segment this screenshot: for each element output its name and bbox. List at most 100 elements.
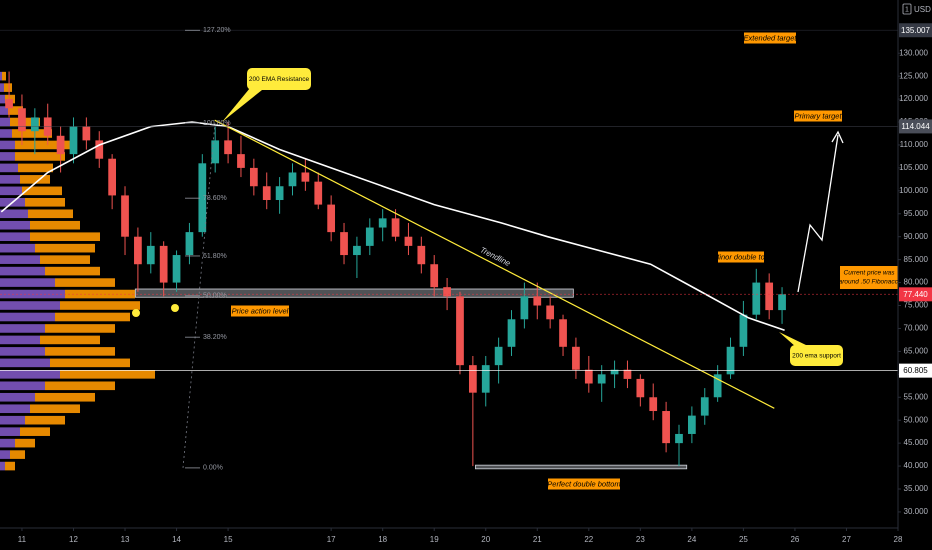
profile-bar	[0, 324, 45, 333]
note-text: Primary target	[794, 111, 842, 120]
y-tick-label: 75.000	[904, 301, 929, 310]
candle-body	[237, 154, 245, 168]
candle-body	[572, 346, 580, 370]
profile-bar	[0, 381, 45, 391]
profile-bar	[4, 83, 12, 92]
candle-body	[301, 172, 310, 182]
y-tick-label: 55.000	[904, 392, 929, 401]
profile-bar	[25, 415, 65, 425]
candles	[5, 71, 786, 467]
note-box	[840, 266, 898, 289]
candle-body	[378, 218, 387, 228]
candle-body	[662, 411, 670, 444]
x-tick-label: 11	[18, 535, 27, 544]
candle-body	[443, 287, 451, 297]
x-tick-label: 21	[533, 535, 542, 544]
y-tick-label: 120.000	[899, 94, 928, 103]
price-tag-label: 60.805	[903, 366, 928, 375]
x-tick-label: 22	[584, 535, 593, 544]
profile-bar	[8, 106, 23, 115]
x-tick-label: 27	[842, 535, 851, 544]
profile-bar	[12, 129, 52, 138]
candle-body	[56, 135, 65, 155]
x-axis-area	[0, 528, 898, 550]
profile-bar	[0, 415, 25, 425]
profile-bar	[15, 140, 75, 150]
profile-bar	[25, 198, 65, 207]
candle-body	[391, 218, 400, 237]
candle-body	[752, 282, 761, 315]
candle-body	[739, 314, 748, 347]
candle-body	[262, 186, 271, 201]
profile-bar	[0, 220, 30, 230]
candle-body	[18, 108, 26, 132]
candle-body	[417, 245, 426, 265]
candle-body	[584, 369, 593, 384]
y-tick-label: 130.000	[899, 48, 928, 57]
note-text: Minor double top	[713, 252, 769, 261]
profile-bar	[35, 243, 95, 253]
candle-body	[146, 245, 155, 265]
profile-bar	[22, 186, 62, 196]
y-tick-label: 100.000	[899, 186, 928, 195]
profile-bar	[55, 312, 130, 322]
profile-bar	[0, 129, 12, 138]
candle-body	[726, 346, 735, 375]
profile-bar	[60, 370, 155, 379]
candle-body	[700, 397, 709, 416]
candle-body	[288, 172, 297, 187]
profile-bar	[30, 232, 100, 242]
candle-body	[597, 374, 606, 384]
candle-body	[108, 158, 116, 196]
zone	[134, 288, 574, 298]
profile-bar	[45, 381, 115, 391]
profile-bar	[10, 450, 25, 459]
profile-bar	[0, 370, 60, 379]
note-text: Price action level	[232, 306, 289, 315]
candle-body	[82, 126, 91, 141]
profile-bar	[0, 83, 4, 92]
note-box	[548, 478, 620, 490]
y-tick-label: 85.000	[904, 255, 929, 264]
profile-bar	[5, 461, 15, 471]
profile-bar	[0, 461, 5, 471]
y-tick-label: 125.000	[899, 71, 928, 80]
candle-body	[404, 236, 413, 246]
fibonacci: 127.20% 100.00% 78.60% 61.80% 50.00% 38.20% 0.…	[182, 27, 231, 472]
profile-bar	[0, 266, 45, 276]
fib-label: 78.60%	[203, 195, 227, 202]
candle-body	[507, 319, 516, 347]
note-box	[744, 32, 796, 44]
profile-bar	[2, 71, 6, 81]
callout	[247, 68, 311, 90]
note-box	[794, 110, 842, 122]
profile-bar	[0, 438, 15, 448]
profile-bar	[0, 312, 55, 322]
zones	[134, 288, 688, 470]
profile-bar	[0, 347, 45, 356]
candle-body	[430, 264, 439, 288]
profile-bar	[15, 152, 65, 161]
candle-body	[456, 296, 464, 366]
candle-body	[675, 433, 683, 444]
overlay-lines	[0, 29, 898, 409]
candle-body	[533, 296, 542, 306]
candle-body	[610, 369, 619, 375]
profile-bar	[40, 335, 100, 345]
currency-count: 1	[905, 6, 909, 13]
profile-bar	[0, 450, 10, 459]
currency-box	[902, 3, 912, 15]
y-axis-area	[898, 0, 932, 550]
candle-body	[340, 232, 348, 256]
x-tick-label: 28	[894, 535, 903, 544]
profile-bar	[45, 347, 115, 356]
callout-text: 200 EMA Resistance	[249, 76, 310, 83]
price-tag-label: 77.440	[903, 290, 928, 299]
price-tag-label: 135.007	[901, 26, 930, 35]
profile-bar	[0, 71, 2, 81]
price-tag	[899, 23, 932, 38]
profile-bar	[0, 106, 8, 115]
candle-body	[95, 140, 104, 159]
